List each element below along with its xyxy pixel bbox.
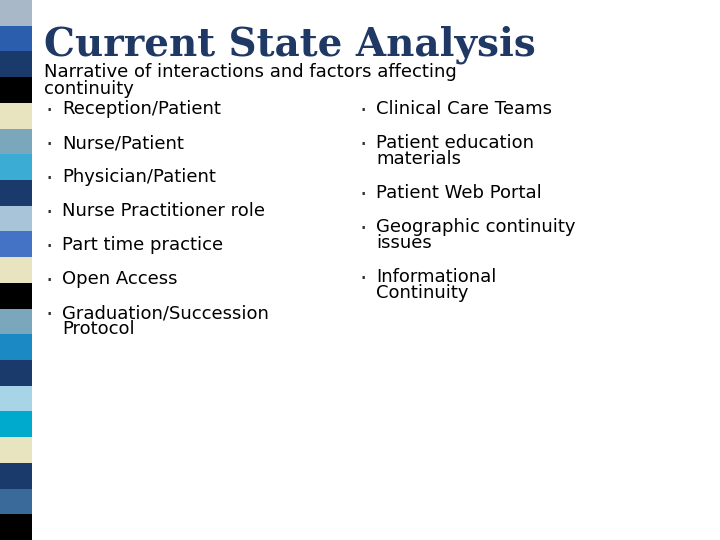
Text: Continuity: Continuity <box>376 284 469 302</box>
Text: ·: · <box>46 303 53 327</box>
Bar <box>0 411 32 437</box>
Bar <box>0 334 32 360</box>
Text: Reception/Patient: Reception/Patient <box>62 100 221 118</box>
Bar <box>0 129 32 154</box>
Bar <box>0 283 32 308</box>
Bar <box>0 154 32 180</box>
Bar <box>0 0 32 26</box>
Text: ·: · <box>46 201 53 225</box>
Bar <box>0 77 32 103</box>
Text: Patient education: Patient education <box>376 134 534 152</box>
Text: Geographic continuity: Geographic continuity <box>376 218 575 236</box>
Text: Nurse/Patient: Nurse/Patient <box>62 134 184 152</box>
Text: ·: · <box>46 133 53 157</box>
Text: ·: · <box>46 167 53 191</box>
Text: Informational: Informational <box>376 268 496 286</box>
Bar <box>0 51 32 77</box>
Text: continuity: continuity <box>44 80 134 98</box>
Bar <box>0 180 32 206</box>
Text: Protocol: Protocol <box>62 320 135 338</box>
Text: ·: · <box>360 133 367 157</box>
Bar <box>0 26 32 51</box>
Bar <box>0 103 32 129</box>
Bar <box>0 308 32 334</box>
Text: Patient Web Portal: Patient Web Portal <box>376 184 541 202</box>
Text: ·: · <box>360 217 367 241</box>
Bar <box>0 360 32 386</box>
Bar <box>0 257 32 283</box>
Text: ·: · <box>46 99 53 123</box>
Text: ·: · <box>360 267 367 291</box>
Text: Graduation/Succession: Graduation/Succession <box>62 304 269 322</box>
Text: Narrative of interactions and factors affecting: Narrative of interactions and factors af… <box>44 63 456 81</box>
Bar <box>0 386 32 411</box>
Text: ·: · <box>360 183 367 207</box>
Text: Open Access: Open Access <box>62 270 178 288</box>
Text: Nurse Practitioner role: Nurse Practitioner role <box>62 202 265 220</box>
Text: ·: · <box>46 235 53 259</box>
Text: materials: materials <box>376 150 461 168</box>
Text: Current State Analysis: Current State Analysis <box>44 25 536 64</box>
Text: ·: · <box>360 99 367 123</box>
Text: Clinical Care Teams: Clinical Care Teams <box>376 100 552 118</box>
Text: issues: issues <box>376 234 432 252</box>
Text: ·: · <box>46 269 53 293</box>
Bar <box>0 437 32 463</box>
Text: Part time practice: Part time practice <box>62 236 223 254</box>
Text: Physician/Patient: Physician/Patient <box>62 168 216 186</box>
Bar <box>0 489 32 514</box>
Bar <box>0 206 32 232</box>
Bar <box>0 232 32 257</box>
Bar <box>0 463 32 489</box>
Bar <box>0 514 32 540</box>
